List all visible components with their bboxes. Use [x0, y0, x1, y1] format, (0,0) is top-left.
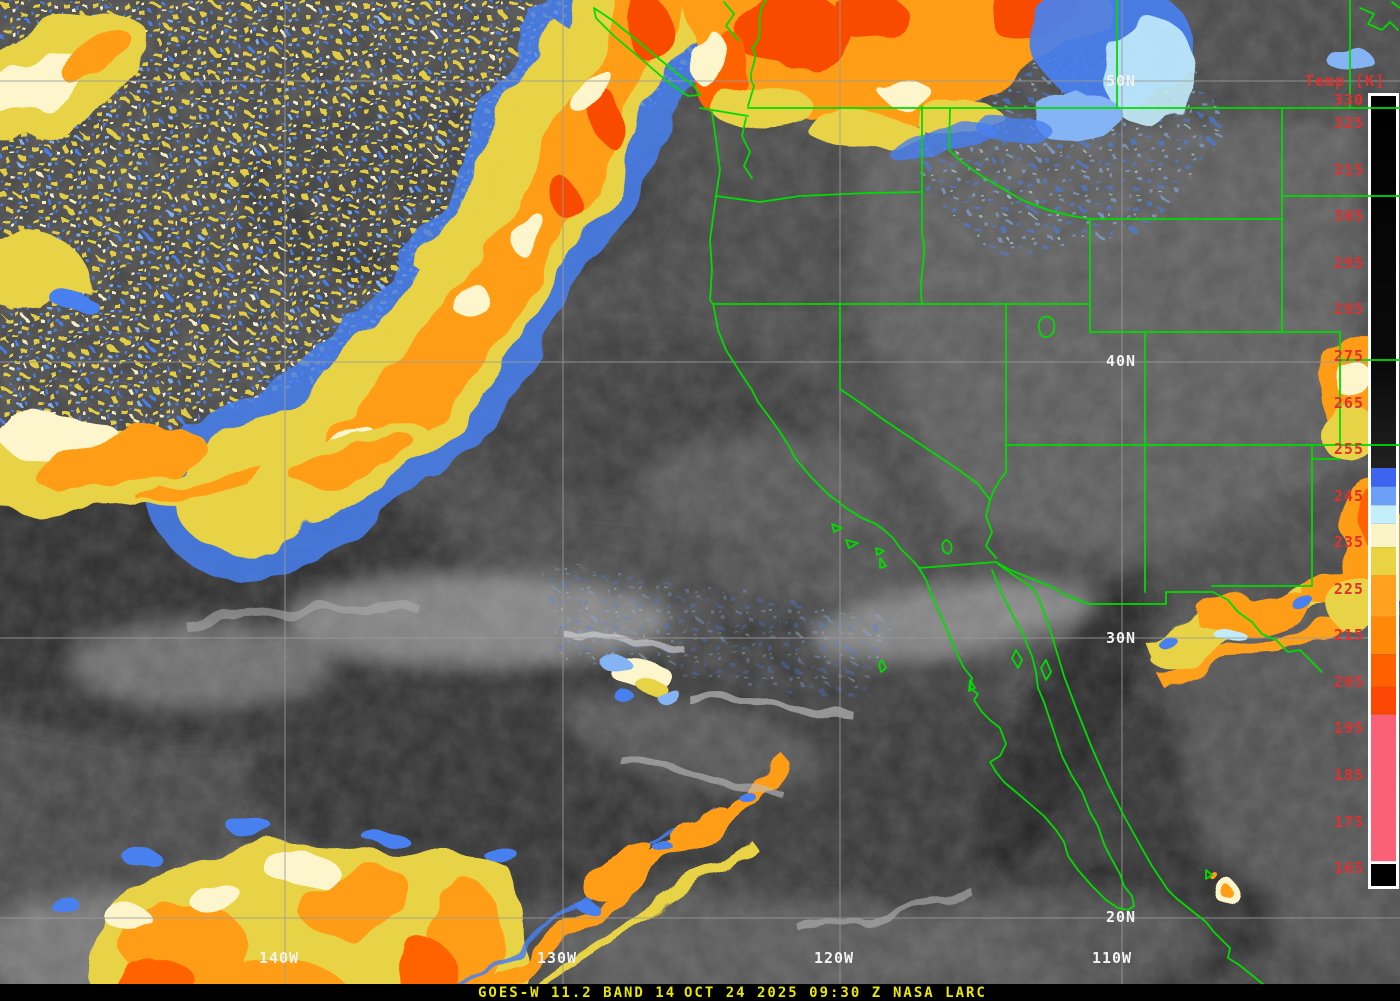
temperature-colorbar: [1368, 93, 1399, 889]
us-mexico-border: [918, 561, 1323, 673]
map-boundaries: [593, 0, 1400, 986]
temp-tick-265: 265: [1334, 394, 1364, 412]
temp-tick-185: 185: [1334, 766, 1364, 784]
temp-tick-205: 205: [1334, 673, 1364, 691]
lon-label-110w: 110W: [1092, 949, 1132, 967]
temp-tick-255: 255: [1334, 440, 1364, 458]
grid-labels: 50N 40N 30N 20N 140W 130W 120W 110W: [259, 72, 1136, 967]
lat-label-20n: 20N: [1106, 908, 1136, 926]
lon-label-130w: 130W: [537, 949, 577, 967]
colorbar-segment: [1371, 686, 1396, 715]
temp-tick-305: 305: [1334, 207, 1364, 225]
colorbar-segment: [1371, 654, 1396, 687]
temp-tick-235: 235: [1334, 533, 1364, 551]
colorbar-segment: [1371, 714, 1396, 862]
temp-tick-175: 175: [1334, 813, 1364, 831]
caption-credit-label: NASA LARC: [893, 985, 987, 1001]
lat-label-40n: 40N: [1106, 352, 1136, 370]
colorbar-segment: [1371, 486, 1396, 506]
temp-tick-285: 285: [1334, 300, 1364, 318]
colorbar-segment: [1371, 547, 1396, 575]
colorbar-segment: [1371, 505, 1396, 524]
temp-tick-245: 245: [1334, 487, 1364, 505]
lon-label-140w: 140W: [259, 949, 299, 967]
cloud-wisps: [179, 603, 981, 934]
temp-tick-295: 295: [1334, 254, 1364, 272]
temp-tick-315: 315: [1334, 161, 1364, 179]
colorbar-segment: [1371, 861, 1396, 864]
temp-scale-title: Temp [K]: [1305, 72, 1385, 90]
lat-label-30n: 30N: [1106, 629, 1136, 647]
coastline-canada: [593, 0, 1400, 109]
temp-tick-215: 215: [1334, 626, 1364, 644]
colorbar-segment: [1371, 864, 1396, 886]
temp-tick-325: 325: [1334, 114, 1364, 132]
colorbar-segment: [1371, 468, 1396, 487]
caption-product-label: GOES-W 11.2 BAND 14: [478, 985, 677, 1001]
temp-tick-225: 225: [1334, 580, 1364, 598]
caption-bar: GOES-W 11.2 BAND 14 OCT 24 2025 09:30 Z …: [0, 984, 1400, 1001]
lon-label-120w: 120W: [814, 949, 854, 967]
temp-tick-330: 330: [1334, 91, 1364, 109]
state-borders: [712, 105, 1400, 593]
colorbar-segment: [1371, 575, 1396, 617]
coastline-us-west: [699, 107, 920, 569]
colorbar-segment: [1371, 616, 1396, 655]
temp-tick-195: 195: [1334, 719, 1364, 737]
islands: [831, 523, 1213, 880]
temp-tick-165: 165: [1334, 859, 1364, 877]
temperature-scale-labels: Temp [K] 330 325 315 305 295 285 275 265…: [1305, 72, 1385, 877]
lat-label-50n: 50N: [1106, 72, 1136, 90]
caption-timestamp-label: OCT 24 2025 09:30 Z: [684, 985, 883, 1001]
colorbar-segment: [1371, 523, 1396, 548]
temp-tick-275: 275: [1334, 347, 1364, 365]
